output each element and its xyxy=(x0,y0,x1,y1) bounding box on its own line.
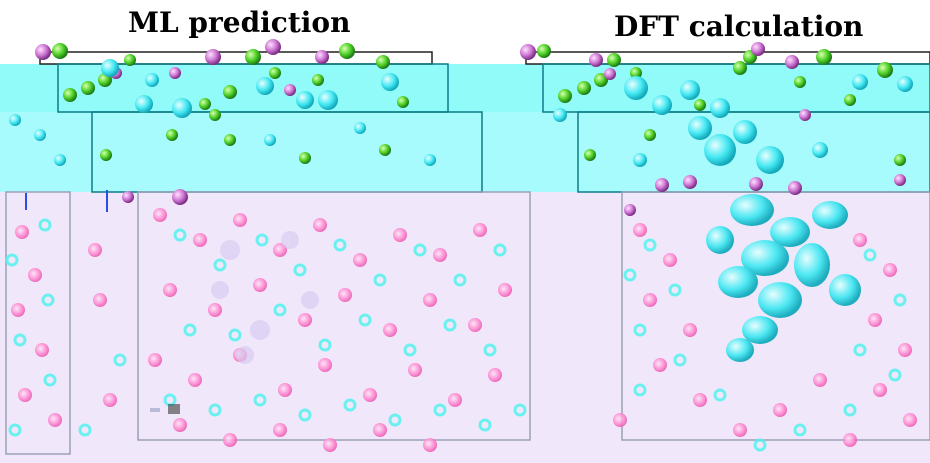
cyan-atoms-upper xyxy=(9,59,913,174)
cyan-band-top xyxy=(0,64,930,112)
panel-title-ml: ML prediction xyxy=(128,6,351,39)
faint-ghost-atoms xyxy=(211,231,319,364)
cyan-ring-atoms xyxy=(5,218,907,452)
pink-atoms xyxy=(11,208,917,452)
cyan-band-mid xyxy=(0,112,930,192)
purple-atoms xyxy=(35,39,906,216)
cyan-cluster-right xyxy=(706,194,861,362)
blue-lines xyxy=(25,190,108,212)
panel-title-dft: DFT calculation xyxy=(614,10,864,43)
small-marker xyxy=(150,404,180,414)
green-atoms xyxy=(52,43,906,166)
